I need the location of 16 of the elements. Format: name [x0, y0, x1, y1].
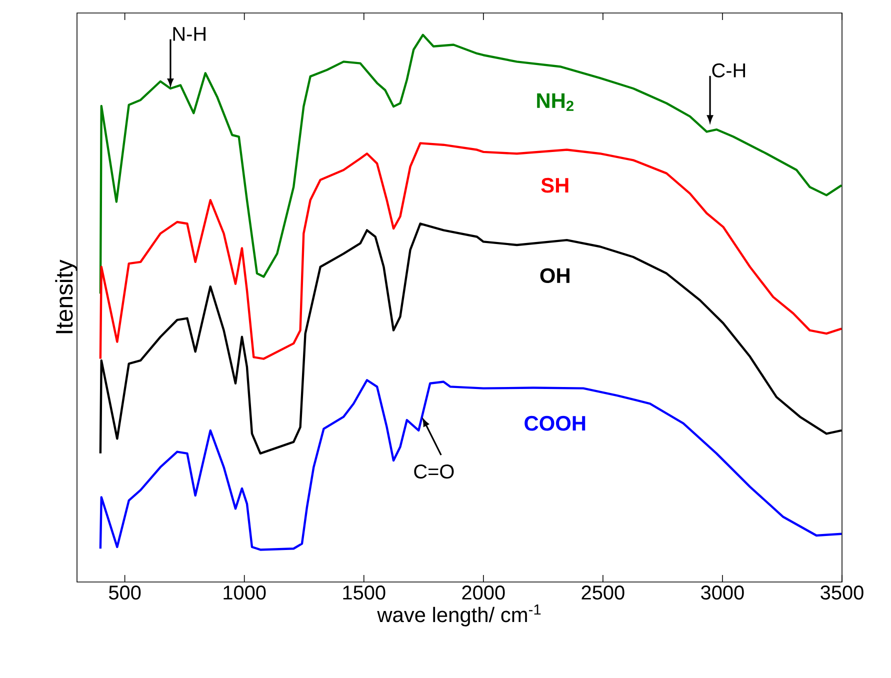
series-label: SH	[541, 178, 568, 193]
x-tick-label: 500	[108, 586, 141, 600]
x-tick-label: 2000	[462, 586, 505, 600]
y-axis-title: Itensity	[55, 260, 78, 334]
x-tick-label: 1000	[224, 586, 266, 600]
x-tick-label: 2500	[582, 586, 624, 600]
annotation: C-H	[712, 63, 746, 78]
series-label: NH$_{2}$	[537, 93, 574, 111]
series-label: OH	[540, 268, 570, 284]
x-axis-title: wave length/ cm$^{-1}$	[377, 604, 541, 626]
series-label: COOH	[524, 416, 586, 431]
x-tick-label: 3000	[701, 586, 744, 600]
x-tick-label: 3500	[820, 586, 864, 600]
annotation: N-H	[173, 27, 206, 41]
x-tick-label: 1500	[343, 586, 386, 600]
annotation: C=O	[414, 464, 454, 479]
